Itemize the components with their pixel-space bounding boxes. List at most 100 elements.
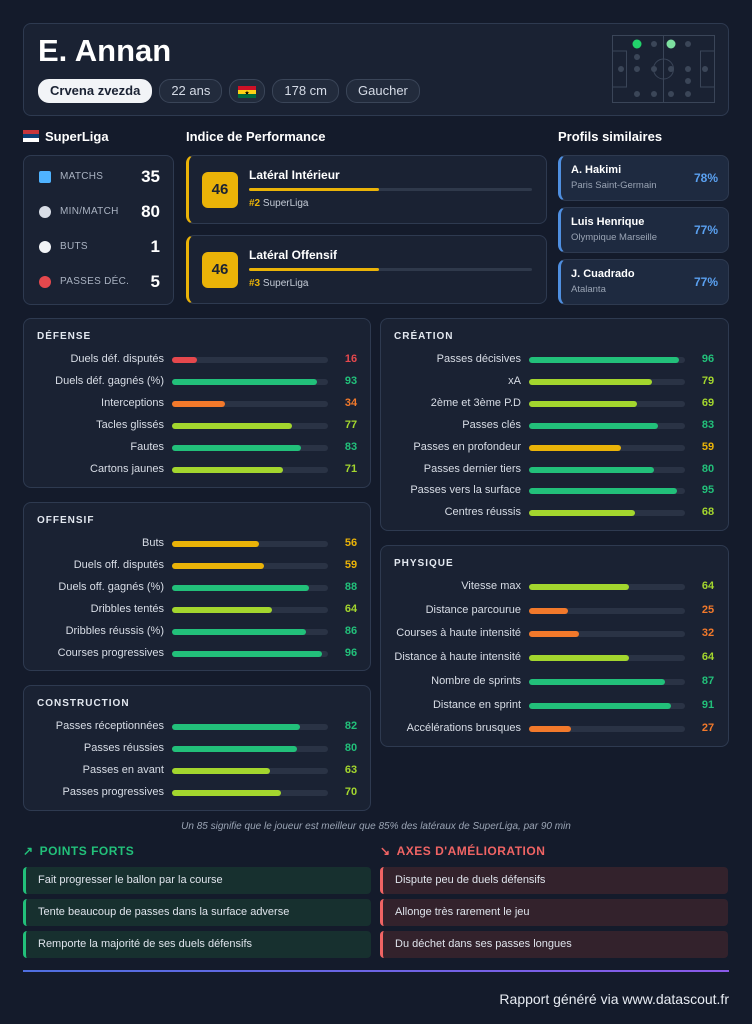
metric-label: Passes réussies bbox=[83, 741, 164, 754]
section-title: OFFENSIF bbox=[37, 515, 95, 526]
metric-track bbox=[529, 488, 685, 495]
metric-track bbox=[172, 357, 328, 363]
metric-track bbox=[529, 678, 685, 685]
metric-value: 86 bbox=[344, 624, 358, 637]
similar-card bbox=[558, 207, 729, 253]
metric-track bbox=[172, 444, 328, 451]
title-text: AXES D'AMÉLIORATION bbox=[396, 844, 546, 858]
stat-icon bbox=[39, 241, 51, 253]
metric-bar bbox=[529, 607, 568, 614]
stat-icon bbox=[39, 206, 51, 218]
info-tag: Gaucher bbox=[346, 79, 420, 103]
metric-label: Duels off. gagnés (%) bbox=[58, 580, 164, 593]
metric-label: Passes en profondeur bbox=[413, 440, 521, 453]
metric-label: Vitesse max bbox=[461, 580, 521, 592]
metric-bar bbox=[529, 378, 653, 385]
metric-bar bbox=[172, 724, 300, 730]
similar-club: Paris Saint-Germain bbox=[571, 180, 657, 191]
stat-label: MATCHS bbox=[60, 171, 104, 182]
league-name: SuperLiga bbox=[45, 129, 109, 144]
metric-value: 83 bbox=[701, 418, 715, 431]
similar-card bbox=[558, 155, 729, 201]
similar-card bbox=[558, 259, 729, 305]
metric-track bbox=[172, 789, 328, 796]
metric-bar bbox=[172, 628, 307, 635]
metric-label: Courses progressives bbox=[57, 646, 164, 659]
role-rank: #2 SuperLiga bbox=[249, 198, 309, 209]
note: Un 85 signifie que le joueur est meilleu… bbox=[181, 821, 571, 832]
metric-track bbox=[529, 466, 685, 473]
metric-bar bbox=[172, 767, 271, 774]
role-score: 46 bbox=[202, 172, 238, 208]
player-name: E. Annan bbox=[38, 33, 172, 68]
metric-track bbox=[172, 745, 328, 752]
rank: #3 bbox=[249, 278, 261, 289]
metric-track bbox=[172, 650, 328, 657]
section-title: DÉFENSE bbox=[37, 331, 92, 342]
strengths-item: Remporte la majorité de ses duels défens… bbox=[23, 931, 371, 958]
metric-value: 59 bbox=[701, 440, 715, 453]
metric-bar bbox=[172, 378, 318, 385]
metric-label: Passes décisives bbox=[436, 353, 521, 365]
metric-value: 93 bbox=[344, 374, 358, 387]
metric-label: 2ème et 3ème P.D bbox=[430, 396, 521, 409]
metric-track bbox=[529, 607, 685, 614]
metric-bar bbox=[529, 466, 654, 473]
role-track bbox=[249, 188, 532, 191]
metric-value: 80 bbox=[701, 462, 715, 475]
metric-value: 63 bbox=[344, 763, 358, 776]
improvements-item: Allonge très rarement le jeu bbox=[380, 899, 728, 926]
metric-label: xA bbox=[508, 374, 521, 387]
improvements-item: Du déchet dans ses passes longues bbox=[380, 931, 728, 958]
metric-bar bbox=[529, 510, 636, 517]
metric-bar bbox=[172, 562, 265, 569]
metric-track bbox=[529, 378, 685, 385]
metric-bar bbox=[172, 606, 272, 613]
metric-label: Courses à haute intensité bbox=[396, 627, 521, 640]
metric-track bbox=[529, 510, 685, 517]
metric-value: 87 bbox=[701, 674, 715, 687]
flag-tag bbox=[229, 79, 266, 103]
metric-track bbox=[172, 767, 328, 774]
improvements-title: ↘ AXES D'AMÉLIORATION bbox=[380, 844, 545, 858]
metric-label: Distance parcourue bbox=[425, 603, 521, 616]
metric-label: Duels déf. gagnés (%) bbox=[55, 374, 164, 387]
stat-value: 80 bbox=[141, 202, 160, 221]
similar-name: A. Hakimi bbox=[571, 164, 622, 176]
metric-track bbox=[529, 444, 685, 451]
role-track bbox=[249, 268, 532, 271]
metric-track bbox=[529, 357, 685, 363]
metric-value: 80 bbox=[344, 741, 358, 754]
metric-bar bbox=[172, 541, 260, 547]
metric-bar bbox=[172, 745, 297, 752]
metric-label: Cartons jaunes bbox=[90, 462, 164, 475]
metric-track bbox=[172, 378, 328, 385]
metric-label: Passes progressives bbox=[62, 785, 165, 798]
metric-value: 96 bbox=[344, 646, 358, 659]
strengths-item: Fait progresser le ballon par la course bbox=[23, 867, 371, 894]
metric-value: 27 bbox=[701, 722, 715, 735]
metric-label: Nombre de sprints bbox=[431, 674, 521, 687]
metric-label: Distance à haute intensité bbox=[394, 651, 521, 664]
stat-icon bbox=[39, 171, 51, 183]
metric-value: 88 bbox=[344, 580, 358, 593]
metric-value: 32 bbox=[701, 627, 715, 640]
metric-label: Fautes bbox=[130, 440, 164, 453]
metric-value: 64 bbox=[701, 651, 715, 664]
metric-bar bbox=[529, 584, 629, 590]
section-card bbox=[380, 545, 729, 747]
similar-pct: 77% bbox=[693, 275, 718, 289]
metric-track bbox=[529, 422, 685, 429]
metric-label: Passes réceptionnées bbox=[55, 720, 164, 732]
metric-label: Dribbles réussis (%) bbox=[65, 624, 164, 637]
metric-track bbox=[172, 466, 328, 473]
metric-value: 34 bbox=[344, 396, 358, 409]
section-title: CRÉATION bbox=[394, 331, 454, 342]
metric-bar bbox=[172, 466, 283, 473]
metric-label: Duels déf. disputés bbox=[70, 353, 164, 365]
metric-bar bbox=[172, 422, 293, 429]
strengths-title: ↗ POINTS FORTS bbox=[23, 844, 134, 858]
role-bar bbox=[249, 268, 380, 271]
metric-bar bbox=[529, 726, 572, 733]
